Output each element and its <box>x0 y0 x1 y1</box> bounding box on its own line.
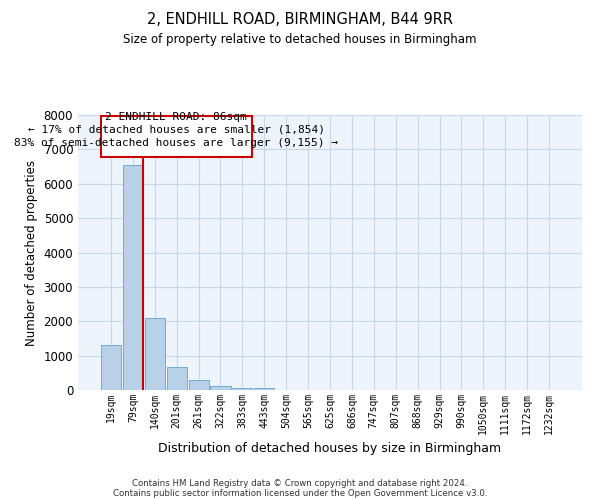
Text: 83% of semi-detached houses are larger (9,155) →: 83% of semi-detached houses are larger (… <box>14 138 338 147</box>
Bar <box>145 318 165 390</box>
Text: Size of property relative to detached houses in Birmingham: Size of property relative to detached ho… <box>123 32 477 46</box>
Text: 2 ENDHILL ROAD: 86sqm: 2 ENDHILL ROAD: 86sqm <box>106 112 247 122</box>
Bar <box>101 116 252 157</box>
Bar <box>188 380 209 390</box>
Text: Contains public sector information licensed under the Open Government Licence v3: Contains public sector information licen… <box>113 488 487 498</box>
Y-axis label: Number of detached properties: Number of detached properties <box>25 160 38 346</box>
Bar <box>167 366 187 390</box>
Text: ← 17% of detached houses are smaller (1,854): ← 17% of detached houses are smaller (1,… <box>28 125 325 135</box>
Text: Contains HM Land Registry data © Crown copyright and database right 2024.: Contains HM Land Registry data © Crown c… <box>132 478 468 488</box>
Text: 2, ENDHILL ROAD, BIRMINGHAM, B44 9RR: 2, ENDHILL ROAD, BIRMINGHAM, B44 9RR <box>147 12 453 28</box>
Bar <box>101 346 121 390</box>
Bar <box>254 388 274 390</box>
X-axis label: Distribution of detached houses by size in Birmingham: Distribution of detached houses by size … <box>158 442 502 455</box>
Bar <box>123 165 143 390</box>
Bar <box>232 388 253 390</box>
Bar <box>211 386 230 390</box>
